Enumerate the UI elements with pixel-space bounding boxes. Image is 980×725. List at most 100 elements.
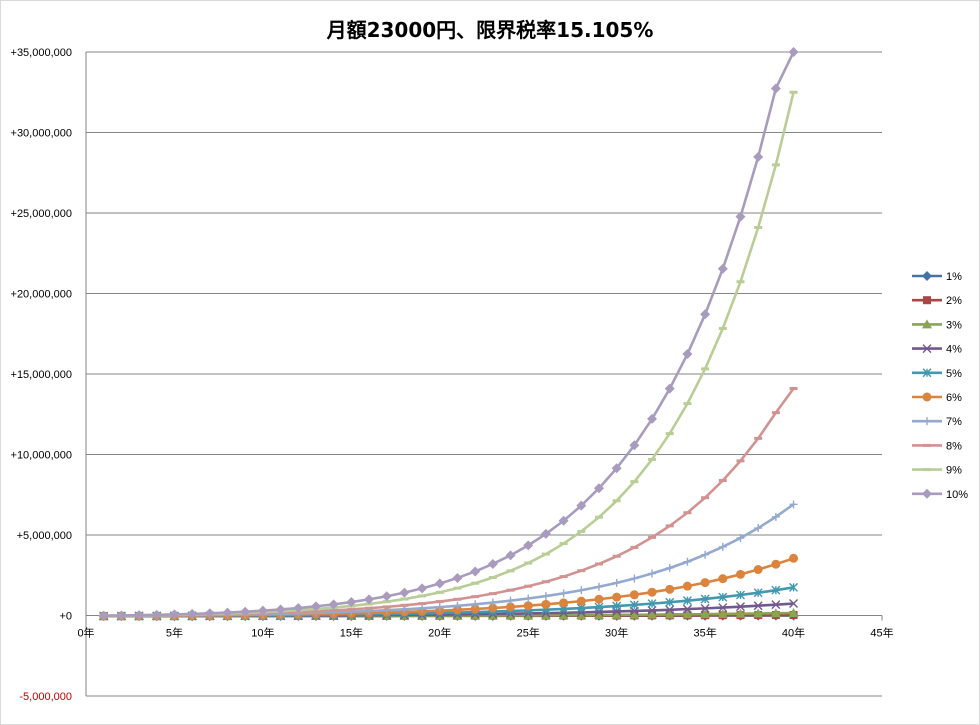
legend-label: 2% — [946, 295, 962, 307]
x-tick-label: 0年 — [77, 626, 94, 640]
data-point — [540, 528, 551, 539]
y-tick-label: +30,000,000 — [11, 128, 72, 140]
series-6pct — [99, 553, 799, 621]
data-point — [629, 609, 640, 619]
data-point — [435, 603, 444, 612]
data-point — [735, 569, 745, 579]
x-tick-label: 10年 — [251, 626, 274, 640]
data-point — [471, 581, 480, 585]
data-point — [523, 540, 534, 551]
legend-item: 1% — [912, 271, 962, 283]
data-point — [789, 386, 798, 390]
data-point — [453, 586, 462, 590]
legend-item: 3% — [912, 319, 962, 331]
y-tick-labels: -5,000,000 +0 +5,000,000 +10,000,000 +15,000… — [11, 47, 72, 703]
y-tick-label: +10,000,000 — [11, 450, 72, 462]
data-point — [665, 597, 675, 607]
data-point — [701, 550, 710, 559]
data-point — [771, 600, 781, 610]
data-point — [771, 411, 780, 415]
legend-label: 8% — [946, 440, 962, 452]
data-point — [771, 512, 780, 521]
legend-item: 4% — [912, 344, 962, 356]
data-point — [736, 459, 745, 463]
data-point — [435, 600, 444, 604]
data-point — [788, 47, 799, 57]
data-point — [593, 609, 604, 619]
data-point — [347, 607, 356, 611]
data-point — [611, 609, 622, 619]
data-point — [577, 529, 586, 533]
series-7pct — [99, 500, 798, 620]
data-point — [204, 608, 215, 619]
legend-label: 3% — [946, 319, 962, 331]
data-point — [647, 599, 657, 609]
data-point — [789, 582, 799, 592]
data-point — [647, 413, 658, 424]
data-point — [452, 605, 462, 615]
data-point — [647, 609, 658, 619]
data-point — [771, 559, 781, 569]
data-point — [647, 605, 657, 615]
data-point — [753, 565, 763, 575]
data-point — [506, 596, 515, 605]
data-point — [275, 604, 286, 615]
y-tick-label: -5,000,000 — [19, 691, 72, 703]
data-point — [629, 440, 640, 451]
data-point — [753, 588, 763, 598]
legend-marker — [923, 468, 931, 472]
data-point — [134, 610, 145, 621]
data-point — [736, 533, 745, 542]
data-point — [789, 500, 798, 509]
legend-label: 6% — [946, 392, 962, 404]
data-point — [488, 576, 497, 580]
data-point — [559, 589, 568, 598]
data-point — [399, 587, 410, 598]
data-point — [169, 609, 180, 620]
data-point — [753, 601, 763, 611]
data-point — [293, 603, 304, 614]
data-point — [789, 599, 799, 609]
data-point — [718, 603, 728, 613]
data-point — [647, 587, 657, 597]
series-group — [98, 47, 799, 622]
data-point — [701, 367, 710, 371]
data-point — [612, 601, 622, 611]
data-point — [453, 601, 462, 610]
data-point — [506, 602, 516, 612]
data-point — [523, 601, 533, 611]
legend-item: 9% — [912, 465, 962, 477]
data-point — [524, 584, 533, 588]
data-point — [683, 557, 692, 566]
data-point — [594, 582, 603, 591]
data-point — [700, 594, 710, 604]
data-point — [576, 596, 586, 606]
data-point — [222, 607, 233, 618]
data-point — [682, 581, 692, 591]
data-point — [434, 578, 445, 589]
legend-marker — [922, 344, 932, 354]
legend-label: 7% — [946, 416, 962, 428]
data-point — [683, 402, 692, 406]
data-point — [151, 609, 162, 620]
data-point — [524, 561, 533, 565]
data-point — [257, 605, 268, 616]
data-point — [381, 591, 392, 602]
data-point — [558, 610, 569, 620]
data-point — [576, 607, 586, 617]
data-point — [559, 575, 568, 579]
data-point — [665, 605, 675, 615]
data-point — [418, 602, 427, 606]
data-point — [435, 590, 444, 594]
data-point — [471, 600, 480, 609]
data-point — [612, 554, 621, 558]
data-point — [98, 610, 109, 621]
data-point — [682, 604, 692, 614]
legend-label: 1% — [946, 271, 962, 283]
data-point — [541, 580, 550, 584]
legend-marker — [922, 271, 932, 281]
data-point — [682, 349, 693, 360]
data-point — [577, 569, 586, 573]
data-point — [328, 599, 339, 610]
